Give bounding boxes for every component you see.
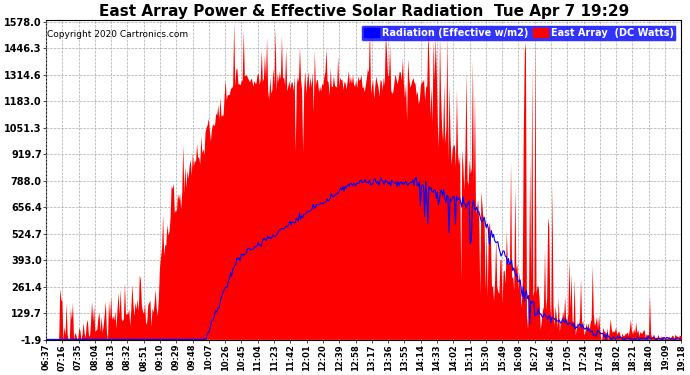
Legend: Radiation (Effective w/m2), East Array  (DC Watts): Radiation (Effective w/m2), East Array (…: [362, 25, 676, 41]
Title: East Array Power & Effective Solar Radiation  Tue Apr 7 19:29: East Array Power & Effective Solar Radia…: [99, 4, 629, 19]
Text: Copyright 2020 Cartronics.com: Copyright 2020 Cartronics.com: [47, 30, 188, 39]
